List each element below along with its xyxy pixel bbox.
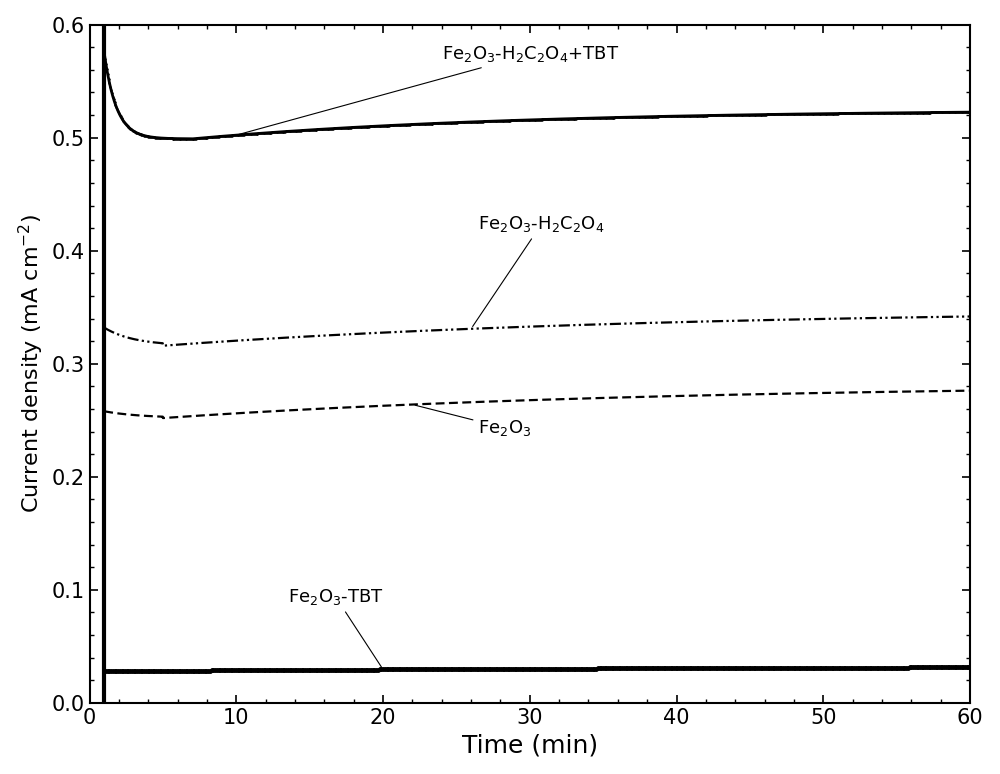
Text: Fe$_2$O$_3$-H$_2$C$_2$O$_4$: Fe$_2$O$_3$-H$_2$C$_2$O$_4$ (473, 214, 605, 327)
Text: Fe$_2$O$_3$-H$_2$C$_2$O$_4$+TBT: Fe$_2$O$_3$-H$_2$C$_2$O$_4$+TBT (239, 44, 619, 135)
Y-axis label: Current density (mA cm$^{-2}$): Current density (mA cm$^{-2}$) (17, 214, 46, 513)
Text: Fe$_2$O$_3$: Fe$_2$O$_3$ (415, 405, 532, 438)
Text: Fe$_2$O$_3$-TBT: Fe$_2$O$_3$-TBT (288, 587, 384, 667)
X-axis label: Time (min): Time (min) (462, 733, 598, 757)
